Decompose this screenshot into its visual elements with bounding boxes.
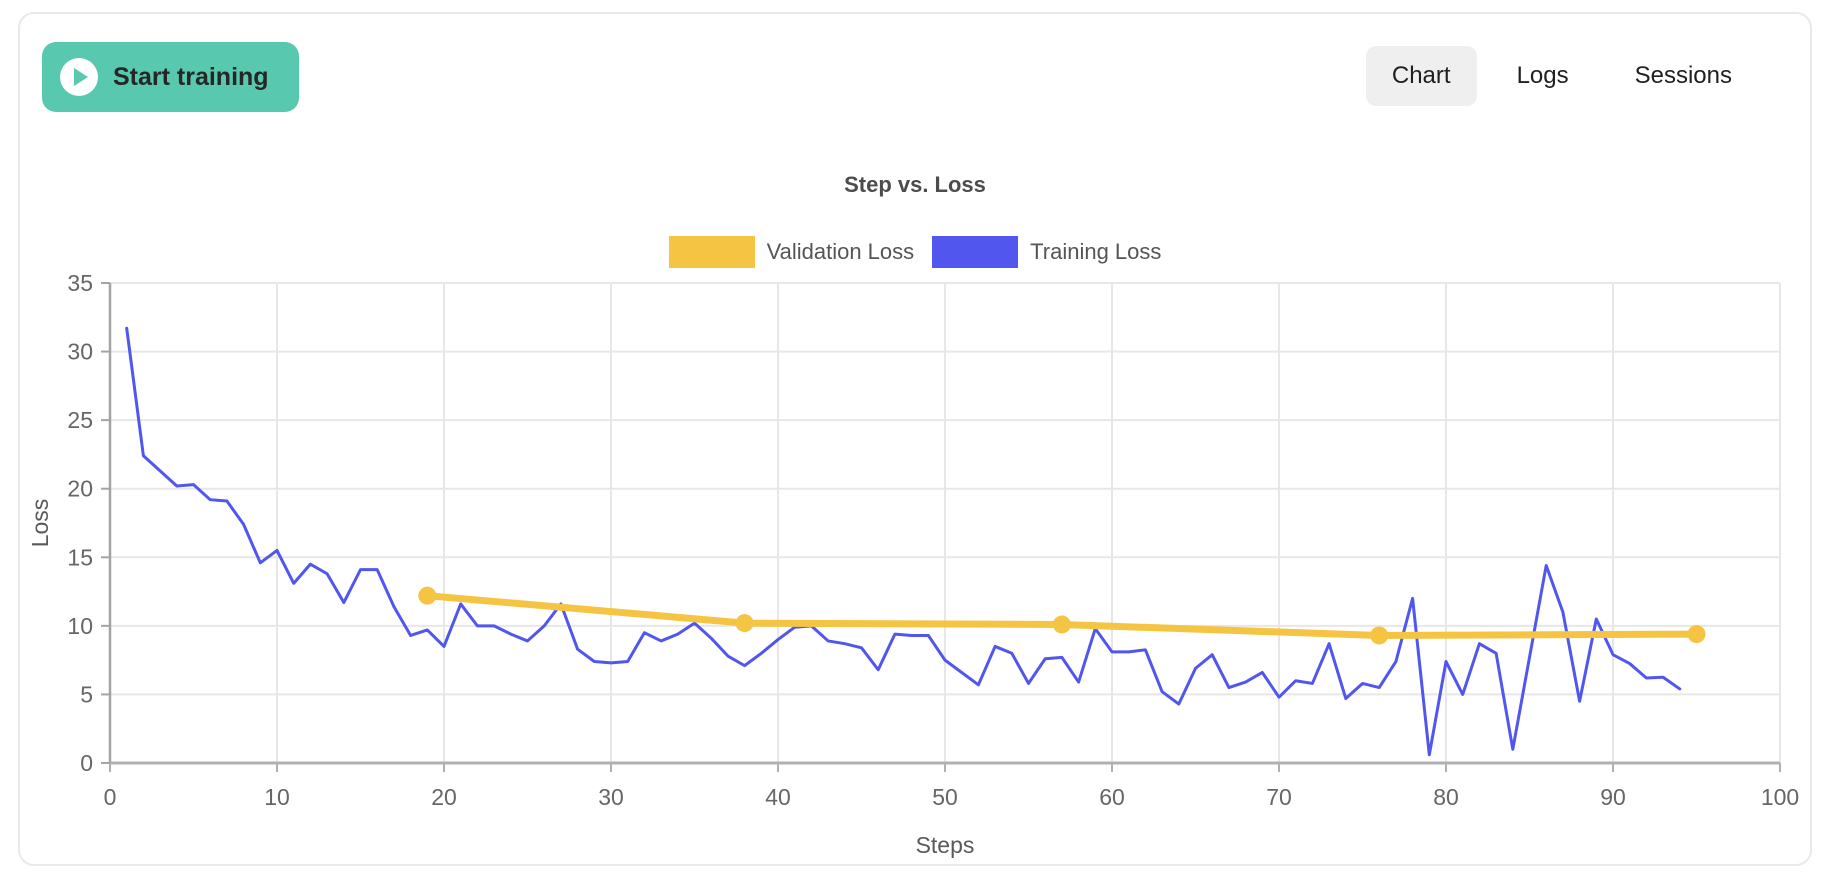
y-tick-label: 5 — [80, 681, 93, 707]
chart-legend: Validation Loss Training Loss — [20, 236, 1810, 268]
x-tick-label: 70 — [1266, 784, 1292, 810]
x-tick-label: 50 — [932, 784, 958, 810]
loss-plot: 0 10 20 30 40 50 60 70 80 90 100 0 5 10 15 20 25 30 35 Step… — [27, 272, 1799, 858]
y-tick-label: 25 — [67, 407, 93, 433]
x-tick-label: 0 — [104, 784, 117, 810]
validation-loss-point — [1370, 626, 1389, 645]
play-triangle-icon — [74, 68, 88, 86]
x-tick-label: 80 — [1433, 784, 1459, 810]
play-icon — [60, 58, 98, 96]
validation-loss-point — [1052, 615, 1071, 634]
y-tick-label: 15 — [67, 544, 93, 570]
chart-title: Step vs. Loss — [844, 172, 986, 197]
y-tick-label: 10 — [67, 613, 93, 639]
x-tick-label: 100 — [1761, 784, 1799, 810]
x-tick-label: 20 — [431, 784, 457, 810]
training-card: Start training Chart Logs Sessions Step … — [18, 12, 1812, 866]
legend-swatch-validation-loss — [668, 236, 755, 268]
y-tick-label: 35 — [67, 272, 93, 296]
legend-item-training-loss[interactable]: Training Loss — [932, 236, 1161, 268]
start-training-button[interactable]: Start training — [42, 42, 299, 112]
legend-label-validation-loss: Validation Loss — [766, 239, 915, 264]
axis-titles: Steps Loss — [27, 499, 974, 858]
tick-marks-and-labels: 0 10 20 30 40 50 60 70 80 90 100 0 5 10 15 20 25 30 35 — [67, 272, 1799, 810]
x-tick-label: 60 — [1099, 784, 1125, 810]
x-tick-label: 90 — [1600, 784, 1626, 810]
y-tick-label: 20 — [67, 476, 93, 502]
y-axis-title: Loss — [27, 499, 53, 548]
y-tick-label: 0 — [80, 750, 93, 776]
x-tick-label: 30 — [598, 784, 624, 810]
tab-sessions[interactable]: Sessions — [1634, 62, 1732, 89]
tab-bar: Chart Logs Sessions — [1365, 46, 1758, 106]
legend-item-validation-loss[interactable]: Validation Loss — [668, 236, 915, 268]
validation-loss-point — [735, 614, 754, 633]
legend-swatch-training-loss — [932, 236, 1019, 268]
grid-lines — [110, 282, 1781, 763]
tab-chart[interactable]: Chart — [1365, 46, 1477, 106]
x-tick-label: 10 — [264, 784, 290, 810]
training-loss-line — [125, 326, 1682, 757]
x-axis-title: Steps — [916, 832, 975, 858]
series — [125, 326, 1706, 757]
tab-logs[interactable]: Logs — [1516, 62, 1569, 89]
x-tick-label: 40 — [765, 784, 791, 810]
start-training-label: Start training — [113, 62, 269, 91]
legend-label-training-loss: Training Loss — [1030, 239, 1162, 264]
validation-loss-point — [1687, 625, 1706, 644]
validation-loss-point — [418, 586, 437, 605]
y-tick-label: 30 — [67, 339, 93, 365]
